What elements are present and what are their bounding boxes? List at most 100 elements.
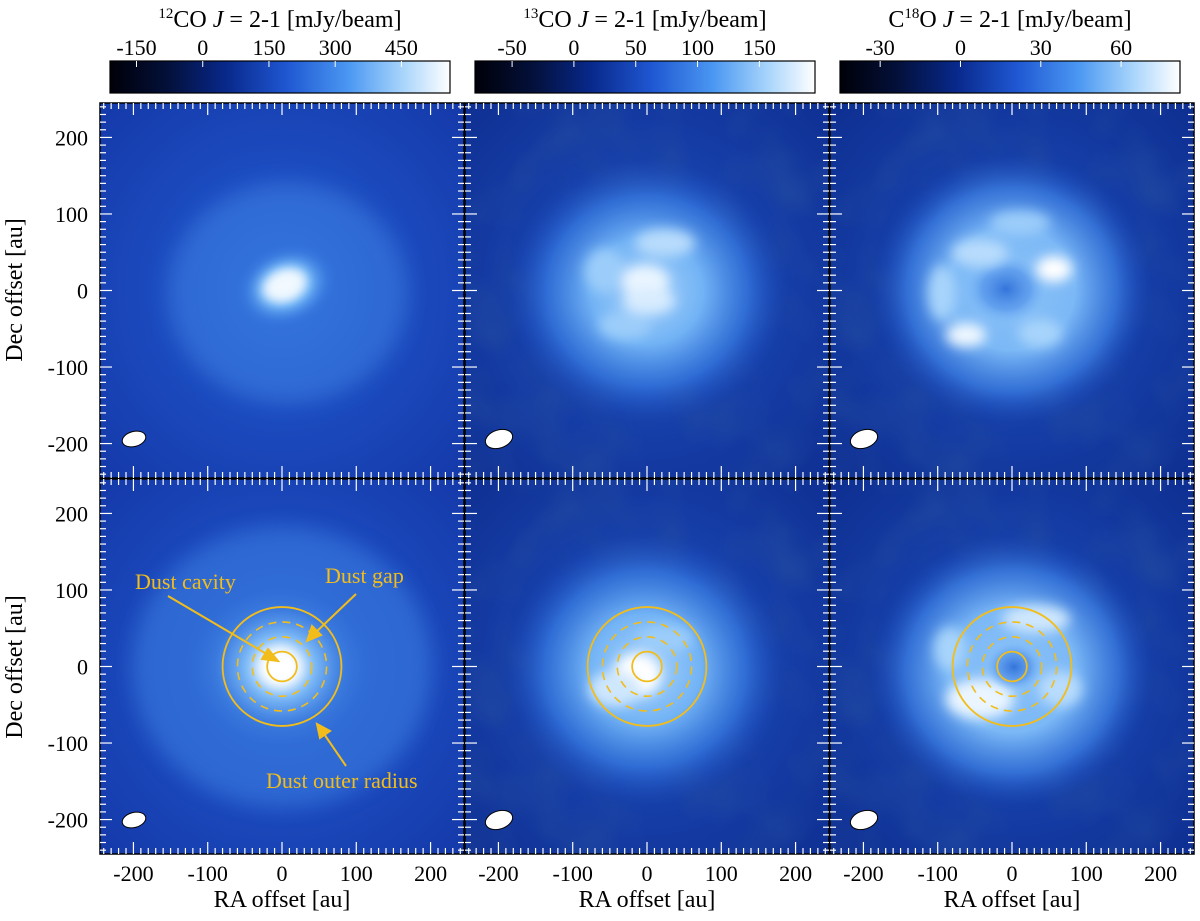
y-tick-label: 0 xyxy=(77,655,88,680)
beam-ellipse xyxy=(121,811,147,829)
colorbar-title: 12CO J = 2-1 [mJy/beam] xyxy=(158,6,401,33)
colorbars: 12CO J = 2-1 [mJy/beam]-150 0 150 300 45013C… xyxy=(109,6,1181,94)
x-tick-label: 0 xyxy=(1007,861,1018,886)
x-tick-label: -100 xyxy=(918,861,958,886)
emission-clump xyxy=(1038,671,1082,707)
dust-ring-set xyxy=(586,606,708,727)
colorbar-title-prefix: C xyxy=(888,7,904,33)
dust-rings xyxy=(221,606,1073,727)
dust-outer-ring xyxy=(951,606,1073,727)
colorbar: 12CO J = 2-1 [mJy/beam]-150 0 150 300 450 xyxy=(109,6,451,94)
emission-clump xyxy=(585,249,625,293)
x-tick-label: -200 xyxy=(478,861,518,886)
x-axis-title: RA offset [au] xyxy=(944,887,1081,913)
central-depression xyxy=(986,643,1042,691)
emission-clump xyxy=(1036,256,1072,282)
y-tick-label: -100 xyxy=(48,355,88,380)
colorbar-title-j: J xyxy=(213,7,225,33)
dust-gap-outer-ring xyxy=(966,621,1058,712)
colorbar-title-isotope: 12 xyxy=(158,6,173,22)
colorbar-tick-label: 150 xyxy=(252,35,285,60)
colorbar-title-molecule: CO xyxy=(538,7,577,33)
colorbar-tick-label: 0 xyxy=(568,35,579,60)
x-tick-label: 200 xyxy=(779,861,812,886)
x-tick-label: 200 xyxy=(1144,861,1177,886)
y-tick-label: 200 xyxy=(55,501,88,526)
panel-grid xyxy=(100,103,1194,854)
colorbar-title-molecule: O xyxy=(919,7,942,33)
emission-clump xyxy=(946,323,986,347)
dust-ring-set xyxy=(951,606,1073,727)
emission-clump xyxy=(589,671,641,707)
colorbar-title: 13CO J = 2-1 [mJy/beam] xyxy=(523,6,766,33)
panel-c18o-bottom xyxy=(830,479,1194,854)
colorbar-gradient xyxy=(474,60,816,94)
dust-cavity-ring xyxy=(631,650,663,683)
x-tick-label: 200 xyxy=(414,861,447,886)
y-tick-label: 0 xyxy=(77,279,88,304)
colorbar-tick-label: 0 xyxy=(955,35,966,60)
colorbar-gradient xyxy=(839,60,1181,94)
panel-axes: -200 -100 0 100 200 xyxy=(48,102,465,479)
x-tick-label: 100 xyxy=(705,861,738,886)
y-tick-label: 100 xyxy=(55,202,88,227)
colorbar-title-j: J xyxy=(943,7,955,33)
colorbar-tick-label: 50 xyxy=(625,35,647,60)
dust-outer-ring xyxy=(586,606,708,727)
beam-ellipse xyxy=(121,430,147,448)
emission-clump xyxy=(990,211,1050,235)
dust-gap-outer-ring xyxy=(236,621,328,712)
colorbar-title-isotope: 13 xyxy=(523,6,538,22)
colorbar-title-transition: = 2-1 [mJy/beam] xyxy=(953,7,1131,33)
x-tick-label: 100 xyxy=(1070,861,1103,886)
dust-outer-radius-arrowhead xyxy=(315,722,332,740)
x-axis-title: RA offset [au] xyxy=(214,887,351,913)
dust-cavity-arrowhead xyxy=(260,647,281,663)
colorbar-tick-label: 450 xyxy=(385,35,418,60)
y-tick-label: 100 xyxy=(55,578,88,603)
dust-gap-arrowhead xyxy=(305,624,323,643)
y-tick-label: -100 xyxy=(48,731,88,756)
colorbar: C18O J = 2-1 [mJy/beam]-30 0 30 60 xyxy=(839,6,1181,94)
x-tick-label: -100 xyxy=(553,861,593,886)
beam-ellipse xyxy=(484,428,514,450)
emission-clump xyxy=(635,229,695,257)
colorbar-tick-label: 60 xyxy=(1110,35,1132,60)
dust-gap-arrow xyxy=(313,593,357,635)
panel-axes: -200 -100 0 100 200 xyxy=(829,478,1195,886)
panel-13co-top xyxy=(465,103,829,478)
colorbar-title-molecule: CO xyxy=(173,7,212,33)
colorbar-title: C18O J = 2-1 [mJy/beam] xyxy=(888,6,1131,33)
panel-12co-top xyxy=(100,103,464,478)
emission-peak xyxy=(262,269,306,301)
central-depression xyxy=(966,255,1046,323)
dust-gap-outer-ring xyxy=(601,621,693,712)
colorbar-tick-label: 30 xyxy=(1030,35,1052,60)
x-tick-label: -200 xyxy=(113,861,153,886)
emission-clump xyxy=(1002,605,1070,633)
emission-clump xyxy=(637,625,693,653)
beam-ellipse xyxy=(484,809,514,831)
dust-gap-inner-ring xyxy=(616,635,678,698)
x-tick-label: 0 xyxy=(642,861,653,886)
dust-ring-set xyxy=(221,606,343,727)
colorbar-tick-label: -30 xyxy=(865,35,894,60)
colorbar-gradient xyxy=(109,60,451,94)
panel-axes: -200 -100 0 100 200 -200 -100 0 100 200 xyxy=(48,478,465,886)
dust-outer-radius-label: Dust outer radius xyxy=(266,768,418,793)
beam-ellipse xyxy=(849,428,879,450)
beam-ellipse xyxy=(849,809,879,831)
x-tick-label: -200 xyxy=(843,861,883,886)
colorbar-title-transition: = 2-1 [mJy/beam] xyxy=(588,7,766,33)
panel-axes: -200 -100 0 100 200 xyxy=(464,478,830,886)
colorbar-tick-label: -150 xyxy=(116,35,156,60)
colorbar-tick-label: 100 xyxy=(681,35,714,60)
emission-clump xyxy=(952,239,1008,267)
dust-cavity-ring xyxy=(266,650,298,683)
colorbar-tick-label: -50 xyxy=(497,35,526,60)
panel-13co-bottom xyxy=(465,479,829,854)
panel-frames: -200 -100 0 100 200 -200 -100 0 100 200 -200 -100 0 1… xyxy=(48,102,1195,886)
x-tick-label: -100 xyxy=(188,861,228,886)
colorbar: 13CO J = 2-1 [mJy/beam]-50 0 50 100 150 xyxy=(474,6,816,94)
